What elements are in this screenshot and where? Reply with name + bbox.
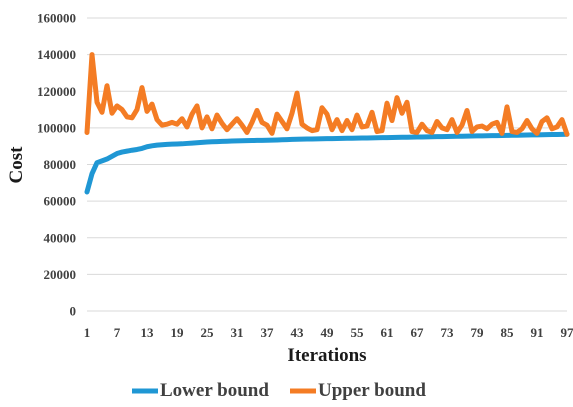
x-tick-label: 49 [321,325,335,340]
x-tick-label: 37 [261,325,275,340]
y-tick-label: 60000 [44,194,77,209]
gridlines [87,17,567,312]
x-tick-label: 91 [531,325,544,340]
y-tick-label: 20000 [44,267,77,282]
y-tick-label: 80000 [44,157,77,172]
x-tick-label: 73 [441,325,455,340]
x-tick-label: 55 [351,325,365,340]
y-axis-title: Cost [6,146,27,184]
x-tick-label: 25 [201,325,215,340]
x-tick-label: 13 [141,325,155,340]
x-tick-label: 19 [171,325,185,340]
x-axis-title: Iterations [287,345,366,366]
x-tick-label: 31 [231,325,244,340]
y-tick-label: 120000 [37,84,76,99]
y-tick-label: 160000 [37,11,76,26]
y-axis-ticks: 0 20000 40000 60000 80000 100000 120000 140000 1… [37,11,76,319]
y-tick-label: 40000 [44,230,77,245]
x-tick-label: 1 [84,325,91,340]
x-tick-label: 97 [561,325,573,340]
y-tick-label: 0 [70,304,77,319]
series-lines [84,52,570,195]
legend-label: Upper bound [318,380,426,401]
x-tick-label: 61 [381,325,394,340]
series-line-1 [84,131,570,195]
x-tick-label: 79 [471,325,485,340]
x-tick-label: 7 [114,325,121,340]
x-tick-label: 67 [411,325,425,340]
x-axis-ticks: 1 7 13 19 25 31 37 43 49 55 61 67 73 79 85 91 97 [84,325,573,340]
legend: Lower bound Upper bound [132,380,426,401]
x-tick-label: 85 [501,325,515,340]
y-tick-label: 100000 [37,120,76,135]
x-tick-label: 43 [291,325,305,340]
y-tick-label: 140000 [37,47,76,62]
series-line-2 [84,52,570,137]
legend-label: Lower bound [160,380,269,401]
